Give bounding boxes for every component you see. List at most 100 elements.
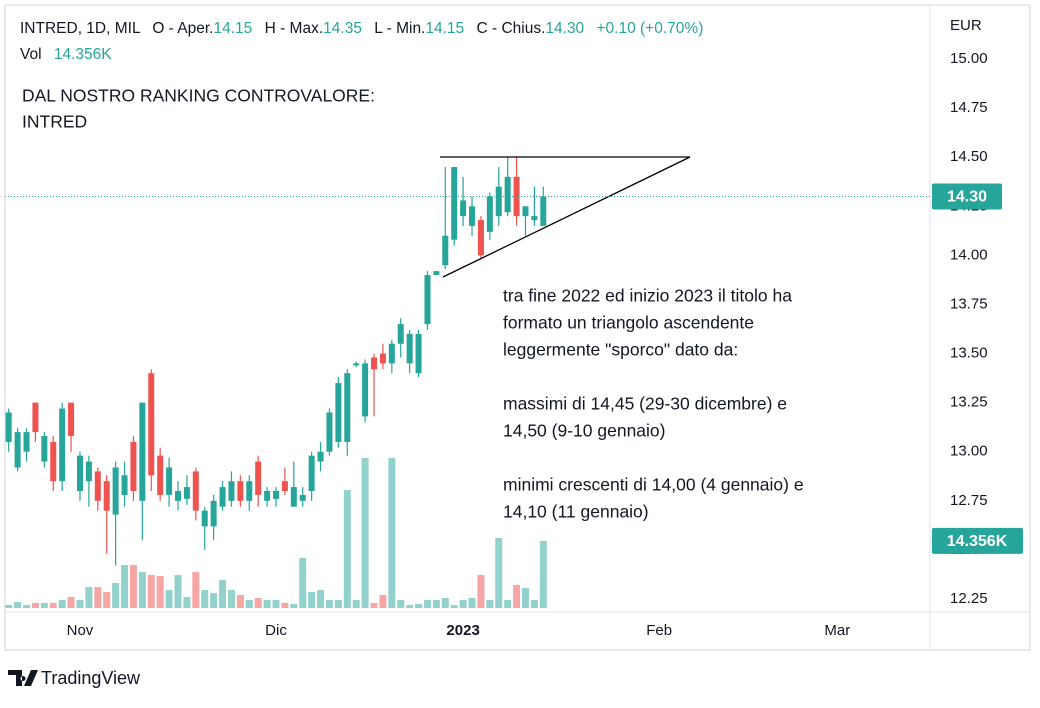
candle-body — [41, 436, 48, 462]
volume-bar — [397, 600, 405, 608]
volume-bar — [192, 572, 200, 608]
volume-bar — [539, 540, 547, 608]
support-line — [442, 156, 691, 278]
volume-bar — [423, 600, 431, 608]
candle-body — [451, 167, 458, 240]
volume-bar — [495, 538, 503, 608]
volume-bar — [325, 600, 333, 608]
volume-name: Vol — [20, 46, 42, 63]
volume-bar — [263, 600, 271, 608]
currency: EUR — [950, 17, 982, 34]
volume-bar — [530, 600, 538, 608]
volume-bar — [308, 592, 316, 608]
candle-body — [513, 176, 520, 217]
volume-bar — [5, 605, 13, 608]
volume-bar — [138, 572, 146, 608]
note-text: formato un triangolo ascendente — [503, 313, 754, 333]
candle-body — [255, 461, 262, 495]
candle-body — [290, 487, 297, 507]
candle-body — [246, 481, 253, 501]
candle-body — [531, 216, 538, 221]
ohlc-value: 14.30 — [545, 20, 584, 37]
candle-body — [495, 186, 502, 217]
ohlc-value: 14.15 — [425, 20, 464, 37]
volume-bar — [219, 580, 227, 608]
chart-frame — [4, 4, 1031, 651]
volume-bar — [317, 590, 325, 608]
candle-body — [273, 491, 279, 499]
candle-body — [139, 402, 146, 501]
y-tick-label: 14.75 — [950, 99, 988, 116]
candle-body — [14, 432, 21, 468]
volume-bar — [147, 575, 155, 608]
candle-body — [130, 441, 137, 492]
header: INTRED, 1D, MIL O - Aper.14.15 H - Max.1… — [20, 20, 703, 37]
volume-bar — [76, 600, 84, 608]
volume-bar — [112, 583, 120, 608]
candle-body — [157, 455, 164, 495]
volume-bar — [459, 600, 467, 608]
candle-body — [192, 471, 199, 511]
volume-bar — [468, 598, 476, 608]
volume-bar — [388, 458, 396, 608]
volume-bar — [415, 603, 423, 608]
candle-body — [442, 235, 449, 266]
volume-bar — [299, 558, 307, 608]
volume-bar — [521, 588, 529, 608]
candle-body — [424, 275, 431, 325]
volume-bar — [477, 575, 485, 608]
change: +0.10 (+0.70%) — [597, 20, 704, 37]
y-tick-label: 14.00 — [950, 246, 988, 263]
ohlc-name: H - Max. — [265, 20, 324, 37]
last-volume-label: 14.356K — [947, 533, 1008, 550]
volume-bar — [361, 458, 369, 608]
candle-body — [32, 402, 39, 433]
volume-bar — [379, 595, 387, 608]
candle-body — [397, 324, 404, 344]
last-price-label: 14.30 — [947, 189, 987, 206]
y-tick-label: 13.00 — [950, 443, 988, 460]
volume-bar — [121, 565, 129, 608]
candle-body — [406, 333, 413, 364]
volume-bar — [504, 600, 512, 608]
volume-bar — [129, 565, 137, 608]
candle-body — [353, 363, 360, 366]
ohlc-name: O - Aper. — [152, 20, 213, 37]
volume-bar — [174, 575, 182, 608]
last-price-tag — [932, 183, 1002, 210]
ohlc-value: 14.15 — [213, 20, 252, 37]
y-tick-label: 12.25 — [950, 590, 988, 607]
candle-body — [174, 491, 181, 501]
candle-body — [219, 487, 226, 507]
volume-bar — [432, 600, 440, 608]
volume-bar — [406, 605, 414, 608]
candle-body — [344, 373, 351, 442]
candle-body — [237, 481, 244, 501]
volume-bar — [14, 602, 22, 608]
candle-body — [433, 271, 440, 276]
y-tick-label: 15.00 — [950, 50, 988, 67]
volume-bar — [450, 605, 458, 608]
x-tick-label: 2023 — [446, 622, 479, 639]
volume-bar — [165, 590, 173, 608]
volume-layer — [5, 458, 547, 608]
candle-body — [5, 412, 12, 442]
volume-bar — [183, 597, 191, 608]
note-text: leggermente "sporco" dato da: — [503, 340, 738, 360]
candle-body — [121, 475, 128, 495]
x-tick-label: Nov — [67, 622, 94, 639]
symbol: INTRED, 1D, MIL — [20, 20, 141, 37]
volume-bar — [486, 600, 494, 608]
candle-body — [379, 353, 386, 364]
volume-bar — [103, 592, 111, 608]
candle-body — [85, 461, 92, 482]
volume-bar — [156, 575, 164, 608]
volume-bar — [49, 603, 57, 608]
candle-body — [281, 481, 288, 492]
note-title: INTRED — [22, 112, 87, 132]
volume-bar — [94, 587, 102, 608]
candle-body — [415, 333, 422, 374]
volume-bar — [85, 587, 93, 608]
volume-bar — [236, 595, 244, 608]
